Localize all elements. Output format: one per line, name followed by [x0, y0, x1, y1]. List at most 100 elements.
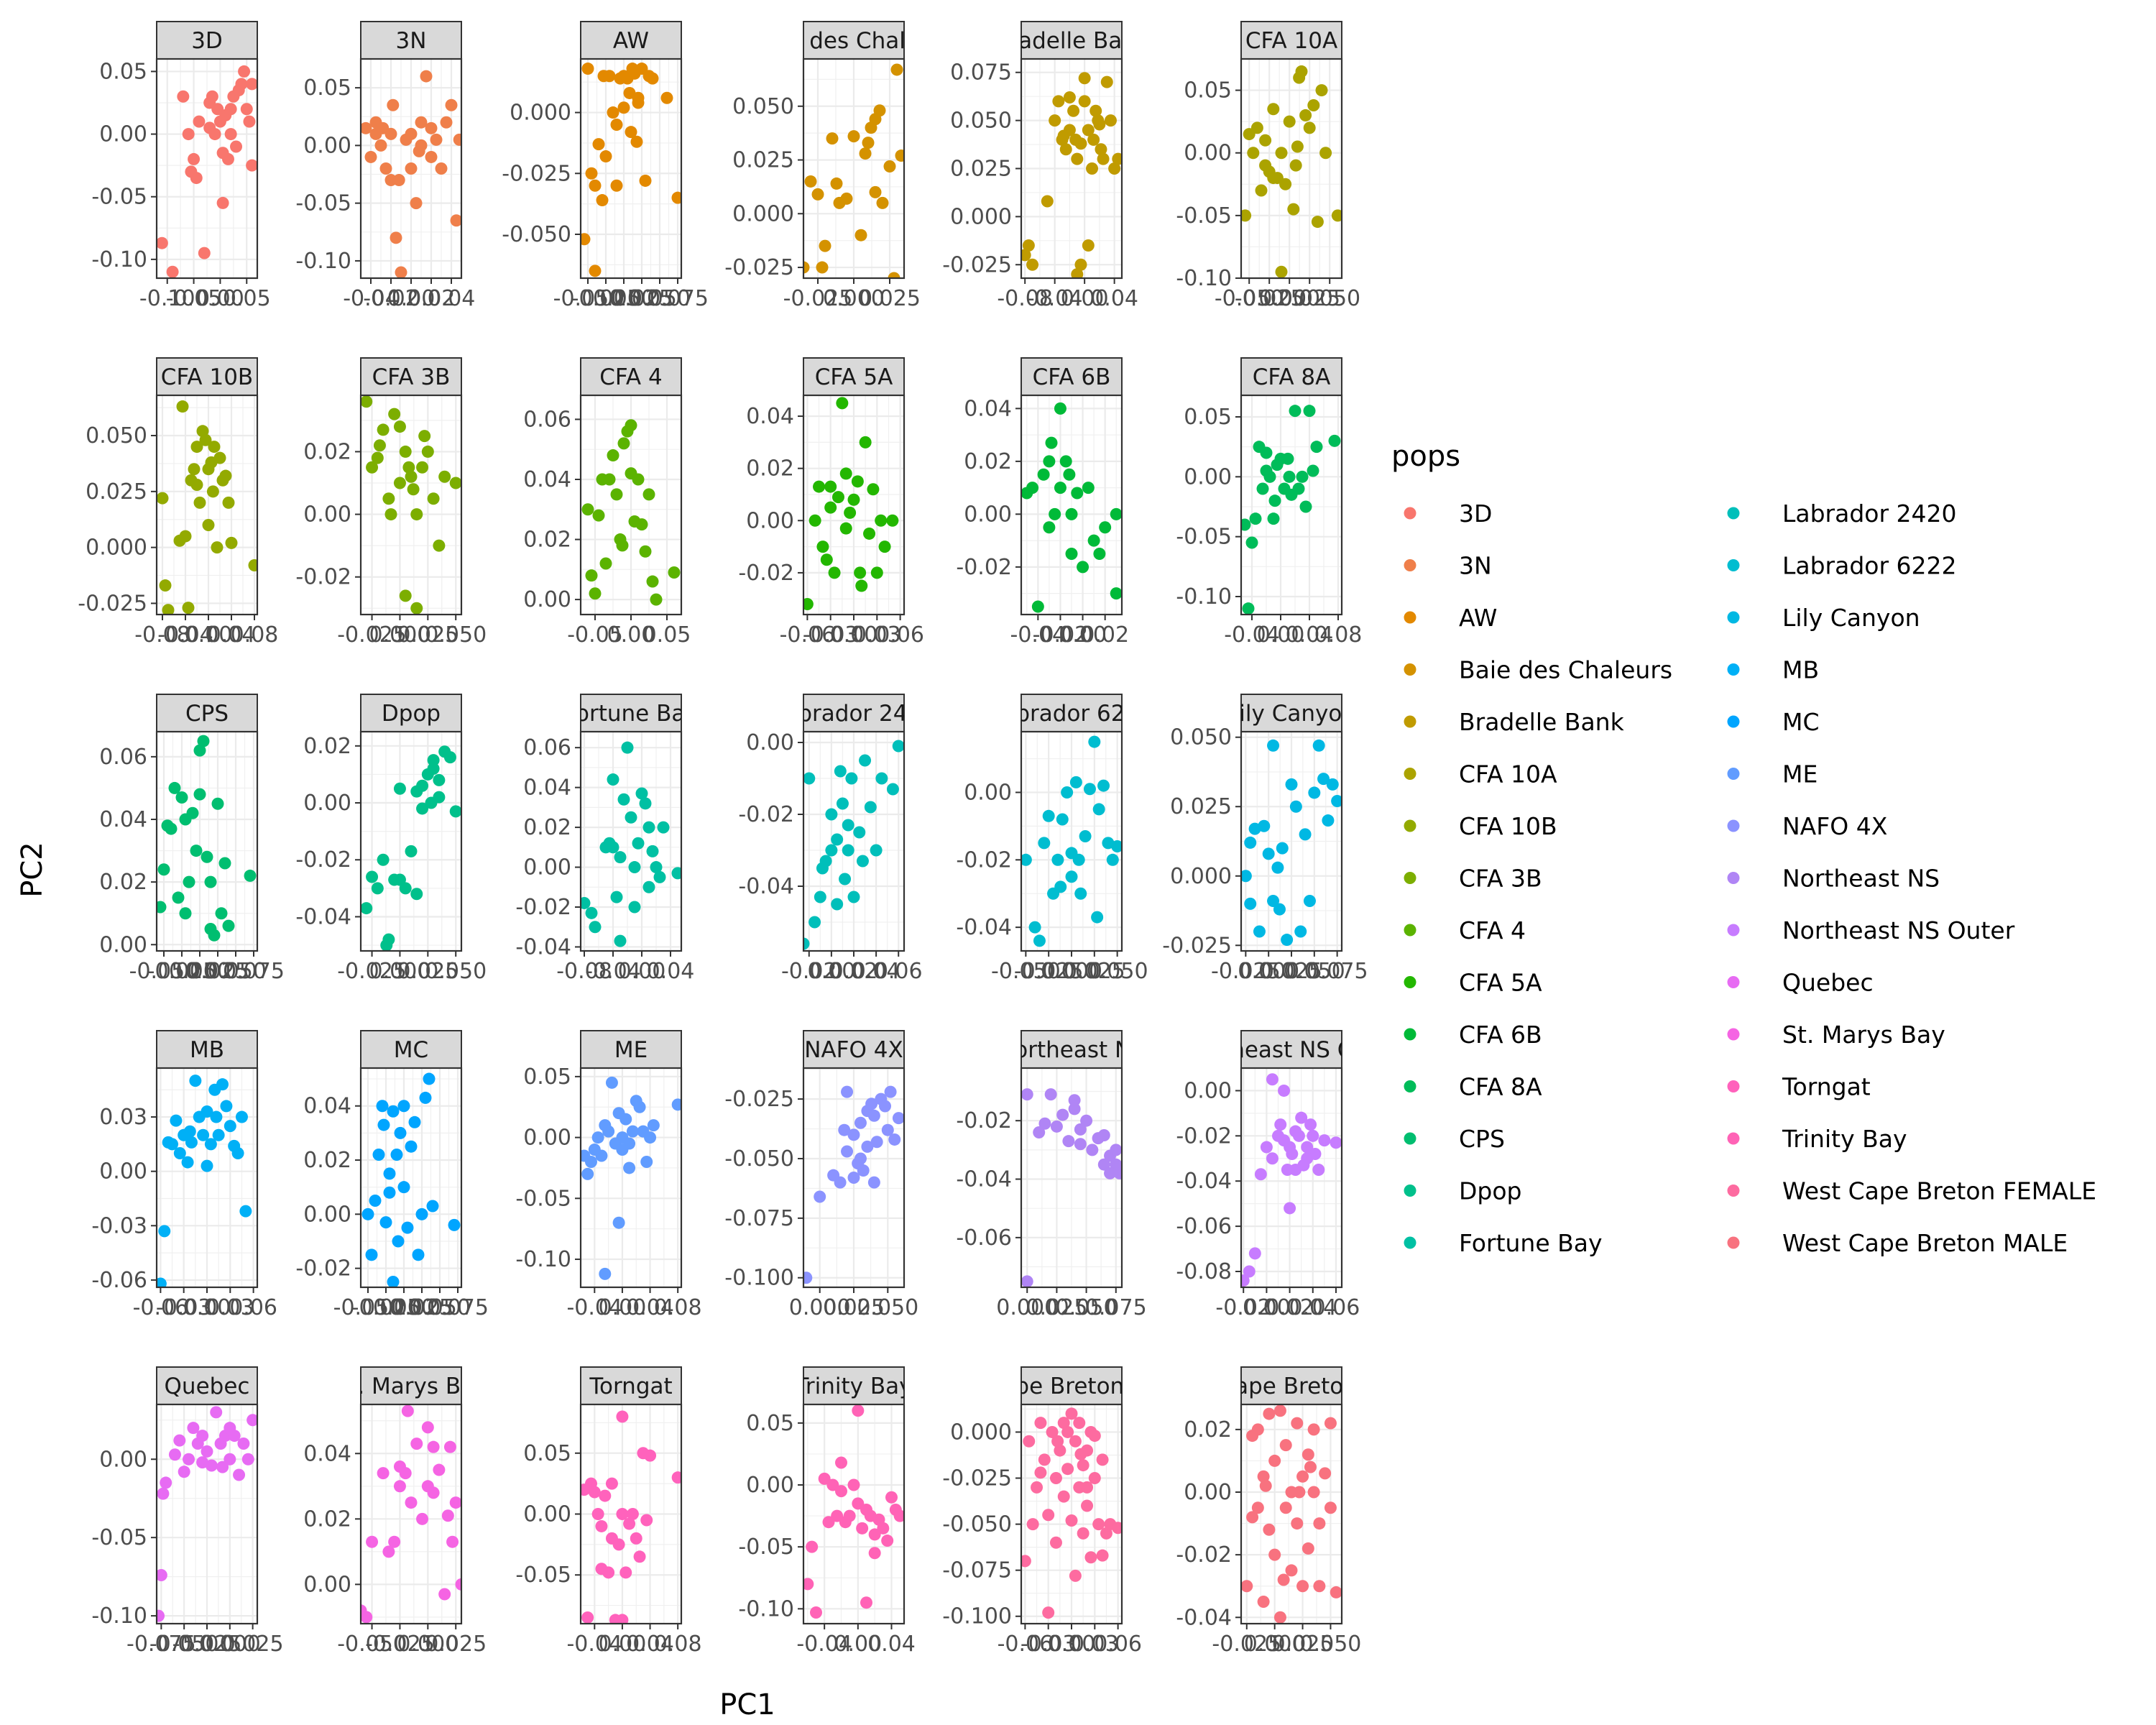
data-point: [599, 1267, 612, 1280]
data-point: [1056, 813, 1069, 826]
x-tick-label: 0.025: [859, 286, 921, 311]
data-point: [1248, 1247, 1261, 1260]
x-tick-label: 0.050: [857, 1295, 918, 1320]
data-point: [635, 787, 648, 800]
data-point: [1322, 814, 1335, 827]
facet-strip: [360, 357, 462, 396]
data-point: [1021, 249, 1031, 262]
data-point: [218, 857, 231, 870]
data-point: [1295, 65, 1308, 78]
data-point: [1077, 1459, 1089, 1472]
data-point: [610, 891, 623, 903]
data-point: [190, 441, 203, 454]
data-point: [440, 116, 453, 129]
data-point: [1077, 1527, 1089, 1540]
points: [157, 400, 257, 615]
x-tick-label: 0.025: [391, 1295, 453, 1320]
y-tick-label: -0.100: [724, 1266, 794, 1291]
data-point: [890, 63, 903, 76]
data-point: [172, 891, 185, 904]
y-tick-label: 0.00: [523, 1502, 571, 1527]
data-point: [617, 101, 630, 114]
data-point: [875, 514, 888, 527]
data-point: [416, 779, 429, 792]
facet-panel: 3N-0.04-0.020.000.020.040.050.00-0.05-0.…: [295, 21, 475, 311]
x-tick-label: 0.025: [397, 622, 459, 648]
data-point: [1049, 1472, 1062, 1485]
x-tick-label: -0.025: [1212, 1632, 1281, 1657]
x-tick-label: 0.08: [231, 622, 279, 648]
data-point: [610, 488, 623, 501]
x-tick-label: 0.050: [1299, 1632, 1361, 1657]
x-tick-label: -0.025: [365, 1632, 435, 1657]
data-point: [1254, 1168, 1267, 1181]
legend-label: MC: [1782, 708, 1820, 736]
legend-key: [1404, 872, 1416, 884]
x-tick-label: 0.025: [823, 1295, 885, 1320]
data-point: [157, 1487, 170, 1500]
legend-item: CFA 6B: [1404, 1021, 1542, 1049]
data-point: [377, 121, 390, 134]
data-point: [668, 566, 681, 579]
y-tick-label: -0.10: [515, 1247, 571, 1272]
y-tick-label: -0.100: [942, 1604, 1012, 1629]
data-point: [1026, 482, 1039, 494]
data-point: [834, 1176, 847, 1189]
legend-label: Torngat: [1782, 1073, 1871, 1101]
points: [1021, 1088, 1122, 1287]
x-tick-label: 0.04: [208, 622, 256, 648]
data-point: [1279, 1439, 1292, 1452]
x-tick-label: -0.06: [780, 622, 836, 648]
data-point: [190, 478, 203, 491]
x-tick-label: -0.03: [156, 1295, 212, 1320]
legend-item: MC: [1727, 708, 1820, 736]
data-point: [1268, 1454, 1281, 1467]
legend-item: Northeast NS Outer: [1727, 916, 2015, 944]
data-point: [1050, 1120, 1063, 1133]
x-tick-label: -0.02: [1033, 622, 1089, 648]
data-point: [660, 91, 673, 104]
data-point: [1299, 109, 1312, 121]
data-point: [390, 1148, 403, 1161]
facet-strip-label: MC: [394, 1037, 428, 1063]
data-point: [831, 898, 844, 911]
data-point: [831, 833, 844, 846]
data-point: [628, 901, 641, 914]
x-tick-label: 0.050: [1299, 286, 1360, 311]
data-point: [1091, 911, 1104, 924]
x-tick-label: -0.04: [157, 622, 213, 648]
facet-strip-label: Labrador 2420: [772, 701, 936, 727]
y-tick-label: -0.05: [91, 1525, 147, 1550]
data-point: [371, 882, 384, 895]
gridlines: [580, 1404, 681, 1624]
data-point: [1257, 1596, 1270, 1608]
data-point: [1093, 118, 1106, 131]
y-tick-label: -0.05: [515, 1563, 571, 1588]
legend-item: Torngat: [1727, 1073, 1871, 1101]
data-point: [1328, 434, 1341, 447]
legend-label: AW: [1459, 604, 1497, 632]
data-point: [1291, 140, 1304, 153]
points: [803, 1085, 904, 1284]
data-point: [1087, 534, 1100, 547]
x-tick-label: 0.05: [643, 622, 691, 648]
data-point: [201, 1159, 213, 1172]
data-point: [206, 485, 219, 498]
x-tick-label: -0.04: [1010, 622, 1067, 648]
data-point: [371, 451, 384, 464]
legend-item: CFA 10B: [1404, 812, 1557, 840]
data-point: [1301, 1152, 1314, 1165]
data-point: [1104, 1167, 1117, 1179]
data-point: [831, 1509, 844, 1522]
y-tick-label: -0.050: [724, 1146, 794, 1172]
data-point: [646, 72, 659, 85]
data-point: [1263, 1407, 1276, 1420]
x-tick-label: 0.000: [789, 1295, 851, 1320]
data-point: [847, 891, 860, 903]
x-tick-label: -0.050: [333, 1295, 403, 1320]
data-point: [1303, 121, 1316, 134]
data-point: [224, 1120, 236, 1133]
data-point: [377, 1467, 390, 1480]
y-tick-label: 0.00: [523, 855, 571, 880]
data-point: [824, 480, 837, 493]
